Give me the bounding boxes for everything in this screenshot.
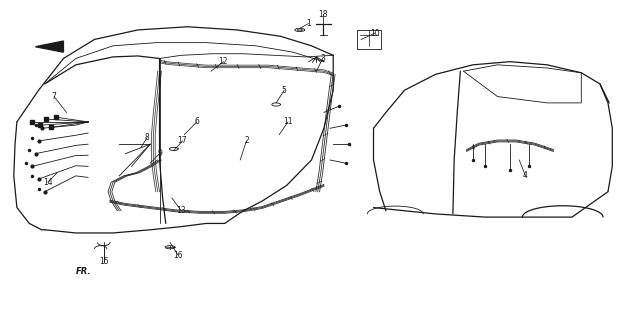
Text: 12: 12 xyxy=(219,57,228,66)
Text: 17: 17 xyxy=(178,136,188,146)
Text: 6: 6 xyxy=(194,117,199,126)
Text: 18: 18 xyxy=(318,10,328,19)
Text: 16: 16 xyxy=(173,251,183,260)
Bar xyxy=(358,30,381,49)
Text: 10: 10 xyxy=(370,28,379,38)
Text: 8: 8 xyxy=(145,133,150,142)
Text: 15: 15 xyxy=(99,257,108,266)
Text: 7: 7 xyxy=(52,92,57,101)
Text: 11: 11 xyxy=(283,117,293,126)
Polygon shape xyxy=(36,41,64,52)
Text: 1: 1 xyxy=(306,19,311,28)
Text: FR.: FR. xyxy=(76,267,92,276)
Text: 3: 3 xyxy=(320,54,325,63)
Text: 5: 5 xyxy=(282,86,287,95)
Text: 2: 2 xyxy=(244,136,249,146)
Text: 14: 14 xyxy=(43,178,53,187)
Text: 4: 4 xyxy=(523,172,528,180)
Text: 13: 13 xyxy=(176,206,186,215)
Text: 9: 9 xyxy=(157,149,162,158)
